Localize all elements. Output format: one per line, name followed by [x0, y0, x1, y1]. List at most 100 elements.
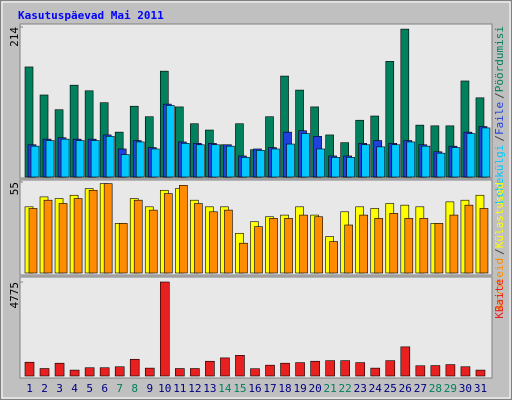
legend-entry: Faile — [493, 102, 506, 135]
bar — [150, 148, 160, 178]
chart-title: Kasutuspäevad Mai 2011 — [18, 9, 164, 22]
bar — [329, 241, 338, 274]
bar — [205, 360, 215, 377]
bar — [376, 146, 386, 178]
bar — [314, 216, 323, 274]
bar — [299, 214, 308, 274]
x-tick-label: 11 — [173, 382, 186, 395]
legend-entry: Külastused — [493, 182, 506, 248]
legend-separator: / — [493, 248, 506, 255]
bar — [284, 218, 293, 274]
bar — [406, 141, 416, 178]
x-tick-label: 3 — [56, 382, 63, 395]
bar — [159, 281, 170, 377]
bar — [239, 242, 248, 274]
bar — [224, 209, 233, 274]
bar — [69, 369, 80, 377]
legend-entry: Arvuteid — [493, 258, 506, 311]
bar — [220, 357, 230, 377]
x-tick-label: 15 — [233, 382, 246, 395]
x-tick-label: 21 — [324, 382, 337, 395]
bar — [451, 147, 461, 178]
x-tick-label: 13 — [203, 382, 216, 395]
x-tick-label: 17 — [263, 382, 276, 395]
bar — [475, 369, 486, 377]
bar — [209, 211, 218, 274]
bar — [331, 157, 340, 178]
bar — [163, 193, 173, 274]
bar — [250, 368, 260, 377]
x-tick-label: 26 — [399, 382, 412, 395]
bar — [361, 144, 371, 178]
bar — [286, 143, 295, 178]
bar — [355, 362, 366, 377]
bar — [226, 145, 235, 178]
bar — [436, 152, 446, 178]
bar — [24, 361, 35, 377]
bar — [370, 367, 381, 377]
bar — [325, 360, 335, 377]
bar — [265, 364, 275, 377]
bar — [479, 208, 489, 274]
x-tick-label: 19 — [293, 382, 306, 395]
bar — [400, 346, 411, 377]
legend-separator: / — [493, 92, 506, 99]
x-tick-label: 2 — [41, 382, 48, 395]
x-tick-label: 8 — [131, 382, 138, 395]
bar — [385, 360, 396, 377]
bar — [269, 218, 278, 274]
x-tick-label: 4 — [71, 382, 78, 395]
legend-entry: KBaite — [493, 279, 506, 319]
bar — [271, 148, 280, 178]
bar — [280, 362, 290, 377]
x-tick-label: 12 — [188, 382, 201, 395]
bar — [430, 365, 441, 377]
bar — [90, 140, 100, 178]
bar — [133, 199, 143, 274]
bar — [175, 368, 185, 377]
bar — [43, 199, 53, 274]
legend: Arvuteid /Külastused — [493, 182, 506, 311]
bar — [460, 366, 471, 377]
bar — [54, 362, 65, 377]
x-tick-label: 31 — [474, 382, 487, 395]
legend: Lehekülgi/Faile/Pöördumisi — [493, 26, 506, 204]
bar — [118, 223, 128, 274]
x-tick-label: 22 — [339, 382, 352, 395]
bar — [316, 148, 325, 178]
bar — [256, 150, 265, 178]
bar — [73, 198, 83, 274]
bar — [391, 144, 401, 178]
bar — [148, 209, 158, 274]
bar — [120, 154, 130, 178]
y-tick-label: 214 — [8, 27, 21, 47]
x-tick-label: 28 — [429, 382, 442, 395]
bar — [99, 367, 110, 377]
bar — [340, 360, 350, 377]
x-tick-label: 6 — [101, 382, 108, 395]
x-tick-label: 9 — [146, 382, 153, 395]
bar — [419, 218, 429, 274]
x-tick-label: 5 — [86, 382, 93, 395]
bar — [196, 144, 205, 178]
bar — [346, 157, 355, 178]
x-tick-label: 1 — [26, 382, 33, 395]
bar — [88, 189, 98, 274]
x-tick-label: 18 — [278, 382, 291, 395]
bar — [84, 367, 95, 377]
bar — [434, 223, 444, 274]
x-tick-label: 7 — [116, 382, 123, 395]
bar — [165, 105, 175, 178]
bar — [105, 136, 115, 178]
bar — [211, 144, 220, 178]
bar — [359, 214, 369, 274]
bar — [144, 367, 155, 377]
legend-separator: / — [493, 135, 506, 142]
bar — [181, 143, 190, 178]
bar — [374, 218, 384, 274]
bar — [445, 364, 456, 377]
bar — [28, 208, 38, 274]
x-tick-label: 25 — [384, 382, 397, 395]
